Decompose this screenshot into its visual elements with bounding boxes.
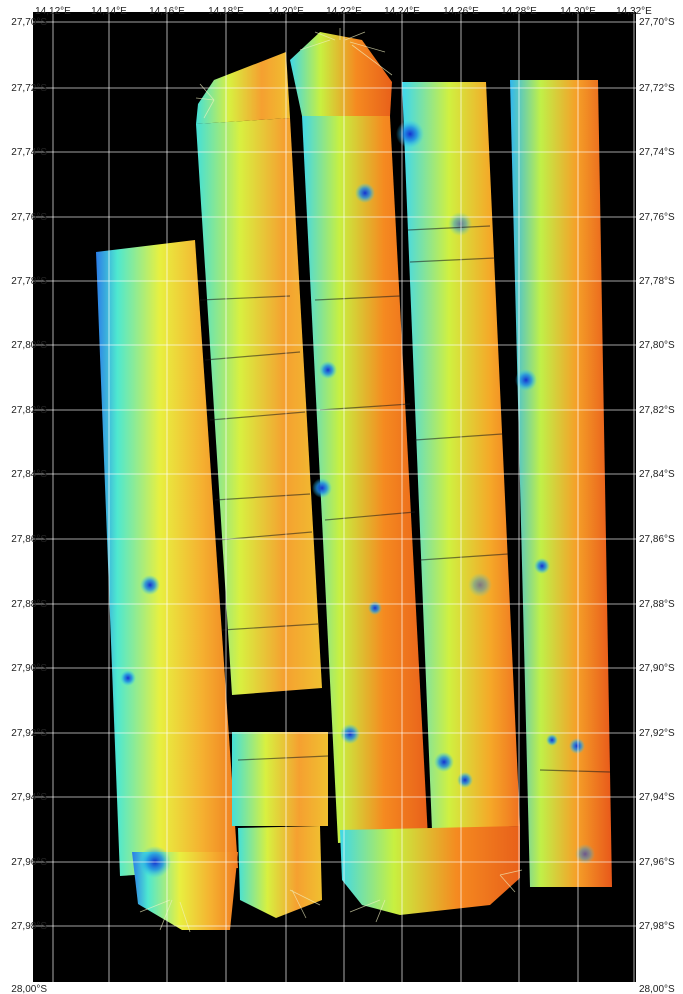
lat-label: 27,86°S — [11, 534, 47, 545]
lat-label: 27,98°S — [11, 921, 47, 932]
lat-label: 28,00°S — [11, 984, 47, 994]
lat-label: 27,72°S — [639, 83, 675, 94]
lat-label: 27,86°S — [639, 534, 675, 545]
depression-spots — [120, 120, 595, 878]
lat-label: 27,98°S — [639, 921, 675, 932]
lat-label: 27,94°S — [11, 792, 47, 803]
lat-label: 27,80°S — [639, 340, 675, 351]
survey-strip-2 — [196, 118, 322, 695]
lon-label: 14,14°E — [91, 6, 127, 17]
lat-label: 28,00°S — [639, 984, 675, 994]
lat-label: 27,96°S — [11, 857, 47, 868]
lat-label: 27,84°S — [639, 469, 675, 480]
lat-label: 27,88°S — [639, 599, 675, 610]
survey-strip-5 — [510, 80, 612, 887]
survey-strip-3-north-end — [290, 32, 392, 116]
lat-label: 27,70°S — [11, 17, 47, 28]
latitude-labels-left: 27,70°S 27,72°S 27,74°S 27,76°S 27,78°S … — [11, 17, 47, 994]
longitude-labels-top: 14,12°E 14,14°E 14,16°E 14,18°E 14,20°E … — [35, 6, 652, 17]
lat-label: 27,70°S — [639, 17, 675, 28]
lat-label: 27,92°S — [11, 728, 47, 739]
lon-label: 14,20°E — [268, 6, 304, 17]
latitude-labels-right: 27,70°S 27,72°S 27,74°S 27,76°S 27,78°S … — [639, 17, 675, 994]
grid-lines — [33, 12, 636, 982]
lat-label: 27,96°S — [639, 857, 675, 868]
lat-label: 27,80°S — [11, 340, 47, 351]
survey-strip-3 — [302, 116, 428, 843]
lon-label: 14,26°E — [443, 6, 479, 17]
lat-label: 27,90°S — [11, 663, 47, 674]
lon-label: 14,32°E — [616, 6, 652, 17]
lon-label: 14,18°E — [208, 6, 244, 17]
lat-label: 27,88°S — [11, 599, 47, 610]
lat-label: 27,82°S — [11, 405, 47, 416]
lat-label: 27,84°S — [11, 469, 47, 480]
lat-label: 27,74°S — [11, 147, 47, 158]
sonar-artifact-lines — [199, 225, 611, 773]
lon-label: 14,22°E — [326, 6, 362, 17]
lon-label: 14,30°E — [560, 6, 596, 17]
lat-label: 27,76°S — [639, 212, 675, 223]
lon-label: 14,24°E — [384, 6, 420, 17]
lat-label: 27,72°S — [11, 83, 47, 94]
lat-label: 27,82°S — [639, 405, 675, 416]
lat-label: 27,78°S — [639, 276, 675, 287]
lat-label: 27,94°S — [639, 792, 675, 803]
survey-strip-2-south-end — [238, 826, 322, 918]
lat-label: 27,92°S — [639, 728, 675, 739]
lat-label: 27,74°S — [639, 147, 675, 158]
lon-label: 14,16°E — [149, 6, 185, 17]
fan-artifacts — [139, 28, 523, 933]
lat-label: 27,78°S — [11, 276, 47, 287]
lon-label: 14,28°E — [501, 6, 537, 17]
lat-label: 27,90°S — [639, 663, 675, 674]
survey-strip-2-south-block — [232, 732, 328, 826]
lon-label: 14,12°E — [35, 6, 71, 17]
survey-strip-3-4-south-end — [340, 826, 520, 915]
lat-label: 27,76°S — [11, 212, 47, 223]
